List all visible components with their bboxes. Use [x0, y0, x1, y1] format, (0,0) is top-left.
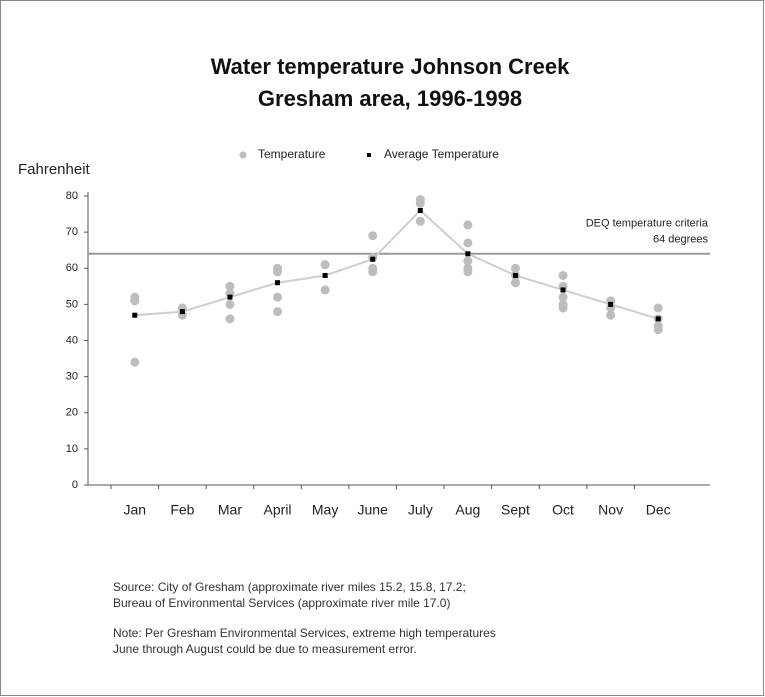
temperature-point	[653, 303, 663, 313]
temperature-point	[225, 299, 235, 309]
x-tick-label: June	[358, 502, 389, 518]
y-tick-label: 30	[66, 371, 78, 383]
average-point	[417, 207, 423, 213]
temperature-point	[273, 267, 283, 277]
y-tick-label: 80	[66, 190, 78, 202]
temperature-point	[320, 260, 330, 270]
average-point	[655, 316, 661, 322]
temperature-point	[415, 198, 425, 208]
temperature-point	[368, 267, 378, 277]
temperature-point	[273, 292, 283, 302]
y-tick-label: 70	[66, 226, 78, 238]
temperature-point	[415, 216, 425, 226]
average-point	[512, 272, 518, 278]
temperature-point	[653, 325, 663, 335]
source-note: Source: City of Gresham (approximate riv…	[113, 580, 466, 594]
y-tick-label: 50	[66, 298, 78, 310]
chart-title: Water temperature Johnson Creek	[211, 54, 570, 79]
temperature-point	[320, 285, 330, 295]
temperature-point	[463, 267, 473, 277]
average-point	[227, 294, 233, 300]
average-point	[608, 301, 614, 307]
temperature-point	[558, 292, 568, 302]
legend-label: Average Temperature	[384, 147, 499, 161]
temperature-point	[558, 270, 568, 280]
y-tick-label: 20	[66, 407, 78, 419]
average-line	[134, 209, 659, 320]
temperature-point	[130, 357, 140, 367]
average-point	[370, 256, 376, 262]
chart-title: Gresham area, 1996-1998	[258, 86, 522, 111]
temperature-point	[558, 303, 568, 313]
average-point	[132, 312, 138, 318]
x-tick-label: Oct	[552, 502, 574, 518]
x-tick-label: Nov	[598, 502, 623, 518]
y-tick-label: 60	[66, 262, 78, 274]
average-point	[179, 309, 185, 315]
x-tick-label: Mar	[218, 502, 242, 518]
temperature-point	[510, 278, 520, 288]
legend-label: Temperature	[258, 147, 326, 161]
temperature-point	[463, 238, 473, 248]
x-tick-label: Jan	[124, 502, 147, 518]
temperature-point	[463, 256, 473, 266]
x-tick-label: July	[408, 502, 433, 518]
x-tick-label: Sept	[501, 502, 530, 518]
average-point	[560, 287, 566, 293]
x-tick-label: May	[312, 502, 338, 518]
temperature-point	[273, 307, 283, 317]
x-tick-label: Aug	[455, 502, 480, 518]
legend-marker	[367, 153, 371, 157]
average-point	[322, 272, 328, 278]
reference-annotation: DEQ temperature criteria	[586, 218, 709, 230]
footnote: June through August could be due to meas…	[113, 642, 417, 656]
temperature-point	[225, 314, 235, 324]
source-note: Bureau of Environmental Services (approx…	[113, 596, 450, 610]
temperature-point	[510, 263, 520, 273]
temperature-point	[463, 220, 473, 230]
average-point	[275, 280, 281, 286]
average-point	[465, 251, 471, 257]
temperature-point	[225, 281, 235, 291]
y-tick-label: 0	[72, 479, 78, 491]
temperature-point	[606, 310, 616, 320]
x-tick-label: April	[264, 502, 292, 518]
legend-marker	[239, 151, 247, 159]
y-tick-label: 40	[66, 334, 78, 346]
y-axis-label: Fahrenheit	[18, 161, 91, 178]
reference-annotation: 64 degrees	[653, 234, 709, 246]
footnote: Note: Per Gresham Environmental Services…	[113, 626, 496, 640]
temperature-point	[130, 296, 140, 306]
y-tick-label: 10	[66, 443, 78, 455]
x-tick-label: Dec	[646, 502, 671, 518]
temperature-point	[368, 231, 378, 241]
x-tick-label: Feb	[170, 502, 194, 518]
